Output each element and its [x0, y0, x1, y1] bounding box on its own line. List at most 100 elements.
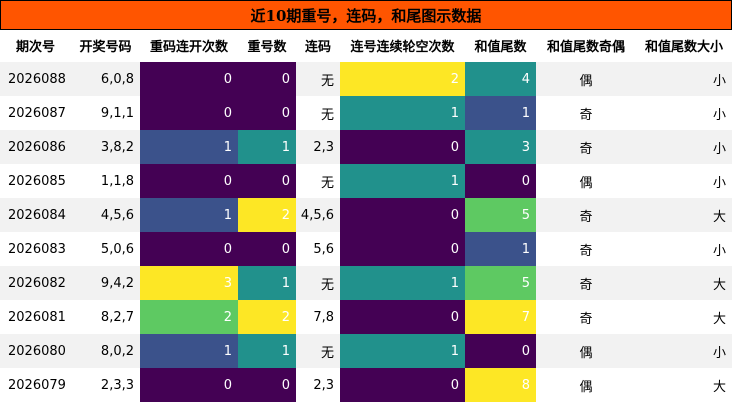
cell-repeat-streak: 2	[140, 300, 238, 334]
cell-repeat-streak: 0	[140, 164, 238, 198]
cell-consecutive: 2,3	[313, 139, 334, 155]
header-consecutive: 连码	[304, 39, 331, 55]
header-sum-tail: 和值尾数	[474, 39, 527, 55]
cell-consecutive-miss: 1	[340, 164, 465, 198]
cell-consecutive-miss: 2	[340, 62, 465, 96]
cell-sum-tail-size: 大	[712, 379, 726, 395]
cell-sum-tail: 1	[465, 96, 536, 130]
cell-repeat-count: 0	[238, 368, 296, 402]
cell-sum-tail-parity: 奇	[579, 209, 593, 225]
cell-draw-numbers: 3,8,2	[100, 139, 134, 155]
cell-consecutive-miss: 0	[340, 130, 465, 164]
cell-sum-tail-parity: 偶	[579, 345, 593, 361]
cell-consecutive-miss: 0	[340, 198, 465, 232]
cell-sum-tail: 7	[465, 300, 536, 334]
cell-consecutive: 无	[320, 277, 334, 293]
cell-repeat-streak: 3	[140, 266, 238, 300]
cell-sum-tail: 4	[465, 62, 536, 96]
cell-repeat-streak: 0	[140, 232, 238, 266]
cell-consecutive: 5,6	[313, 241, 334, 257]
cell-repeat-count: 0	[238, 232, 296, 266]
cell-sum-tail-parity: 奇	[579, 107, 593, 123]
cell-consecutive: 无	[320, 175, 334, 191]
cell-consecutive-miss: 0	[340, 300, 465, 334]
cell-repeat-count: 1	[238, 130, 296, 164]
cell-sum-tail-parity: 偶	[579, 379, 593, 395]
cell-repeat-count: 2	[238, 198, 296, 232]
cell-draw-numbers: 4,5,6	[100, 207, 134, 223]
header-consecutive-miss: 连号连续轮空次数	[350, 39, 455, 55]
cell-repeat-count: 1	[238, 334, 296, 368]
cell-sum-tail: 5	[465, 266, 536, 300]
header-repeat-count: 重号数	[247, 39, 287, 55]
cell-sum-tail: 5	[465, 198, 536, 232]
cell-consecutive-miss: 1	[340, 334, 465, 368]
cell-sum-tail-parity: 奇	[579, 277, 593, 293]
cell-consecutive: 4,5,6	[300, 207, 334, 223]
cell-period: 2026088	[8, 71, 66, 87]
cell-sum-tail-parity: 偶	[579, 175, 593, 191]
cell-consecutive-miss: 1	[340, 266, 465, 300]
cell-draw-numbers: 9,4,2	[100, 275, 134, 291]
cell-sum-tail: 8	[465, 368, 536, 402]
table-title: 近10期重号，连码，和尾图示数据	[0, 0, 732, 30]
header-sum-tail-size: 和值尾数大小	[644, 39, 723, 55]
cell-repeat-streak: 1	[140, 198, 238, 232]
cell-sum-tail-size: 小	[712, 345, 726, 361]
cell-draw-numbers: 5,0,6	[100, 241, 134, 257]
cell-sum-tail-size: 大	[712, 311, 726, 327]
header-sum-tail-parity: 和值尾数奇偶	[546, 39, 625, 55]
cell-draw-numbers: 2,3,3	[100, 377, 134, 393]
cell-sum-tail-size: 小	[712, 107, 726, 123]
cell-sum-tail-parity: 奇	[579, 311, 593, 327]
cell-draw-numbers: 8,2,7	[100, 309, 134, 325]
cell-repeat-count: 0	[238, 164, 296, 198]
header-draw-numbers: 开奖号码	[79, 39, 132, 55]
cell-sum-tail: 0	[465, 334, 536, 368]
cell-repeat-streak: 0	[140, 96, 238, 130]
cell-sum-tail: 3	[465, 130, 536, 164]
cell-period: 2026081	[8, 309, 66, 325]
cell-consecutive: 7,8	[313, 309, 334, 325]
cell-sum-tail-parity: 偶	[579, 73, 593, 89]
cell-period: 2026086	[8, 139, 66, 155]
cell-period: 2026083	[8, 241, 66, 257]
cell-repeat-count: 0	[238, 62, 296, 96]
cell-repeat-streak: 0	[140, 62, 238, 96]
cell-draw-numbers: 8,0,2	[100, 343, 134, 359]
cell-sum-tail-size: 大	[712, 209, 726, 225]
cell-sum-tail-parity: 奇	[579, 141, 593, 157]
cell-consecutive: 无	[320, 73, 334, 89]
cell-sum-tail-size: 小	[712, 141, 726, 157]
cell-sum-tail: 0	[465, 164, 536, 198]
cell-period: 2026079	[8, 377, 66, 393]
cell-repeat-count: 2	[238, 300, 296, 334]
cell-repeat-count: 0	[238, 96, 296, 130]
cell-draw-numbers: 1,1,8	[100, 173, 134, 189]
cell-draw-numbers: 6,0,8	[100, 71, 134, 87]
cell-repeat-count: 1	[238, 266, 296, 300]
cell-sum-tail: 1	[465, 232, 536, 266]
cell-period: 2026087	[8, 105, 66, 121]
cell-period: 2026080	[8, 343, 66, 359]
cell-consecutive: 2,3	[313, 377, 334, 393]
cell-repeat-streak: 0	[140, 368, 238, 402]
cell-consecutive: 无	[320, 345, 334, 361]
cell-period: 2026085	[8, 173, 66, 189]
cell-sum-tail-size: 小	[712, 243, 726, 259]
cell-consecutive-miss: 0	[340, 232, 465, 266]
cell-sum-tail-size: 小	[712, 175, 726, 191]
header-period: 期次号	[15, 39, 55, 55]
cell-sum-tail-size: 大	[712, 277, 726, 293]
header-repeat-streak: 重码连开次数	[149, 39, 228, 55]
cell-sum-tail-size: 小	[712, 73, 726, 89]
cell-consecutive-miss: 0	[340, 368, 465, 402]
cell-sum-tail-parity: 奇	[579, 243, 593, 259]
cell-period: 2026082	[8, 275, 66, 291]
cell-repeat-streak: 1	[140, 334, 238, 368]
cell-consecutive-miss: 1	[340, 96, 465, 130]
cell-period: 2026084	[8, 207, 66, 223]
cell-consecutive: 无	[320, 107, 334, 123]
cell-draw-numbers: 9,1,1	[100, 105, 134, 121]
